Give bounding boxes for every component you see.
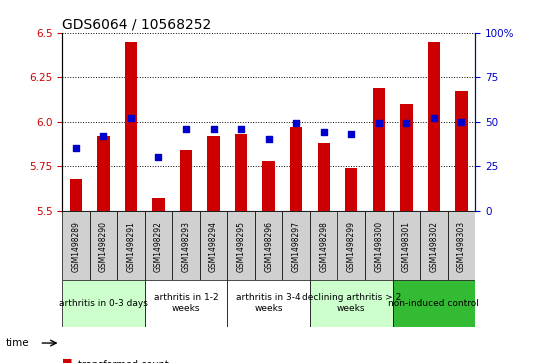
Bar <box>262 161 275 211</box>
Text: GSM1498302: GSM1498302 <box>429 221 438 272</box>
Bar <box>172 211 200 280</box>
Point <box>292 121 300 126</box>
Text: GDS6064 / 10568252: GDS6064 / 10568252 <box>62 17 211 32</box>
Bar <box>235 134 247 211</box>
Bar <box>318 143 330 211</box>
Text: GSM1498290: GSM1498290 <box>99 221 108 272</box>
Bar <box>180 150 192 211</box>
Bar <box>62 211 90 280</box>
Text: GSM1498300: GSM1498300 <box>374 221 383 272</box>
Point <box>99 133 108 139</box>
Bar <box>125 41 137 211</box>
Text: GSM1498298: GSM1498298 <box>319 221 328 272</box>
Bar <box>338 211 365 280</box>
Point <box>126 115 135 121</box>
Bar <box>90 211 117 280</box>
Bar <box>152 198 165 211</box>
Point <box>402 121 410 126</box>
Bar <box>448 211 475 280</box>
Text: GSM1498299: GSM1498299 <box>347 221 356 272</box>
Bar <box>310 211 338 280</box>
Bar <box>393 211 420 280</box>
Bar <box>420 211 448 280</box>
Text: GSM1498293: GSM1498293 <box>181 221 191 272</box>
Bar <box>62 280 145 327</box>
Bar <box>97 136 110 211</box>
Point <box>265 136 273 142</box>
Bar <box>207 136 220 211</box>
Text: transformed count: transformed count <box>78 360 169 363</box>
Text: arthritis in 3-4
weeks: arthritis in 3-4 weeks <box>237 293 301 313</box>
Point <box>181 126 190 132</box>
Bar <box>117 211 145 280</box>
Text: GSM1498294: GSM1498294 <box>209 221 218 272</box>
Text: GSM1498301: GSM1498301 <box>402 221 411 272</box>
Bar <box>255 211 282 280</box>
Bar <box>227 280 310 327</box>
Bar <box>365 211 393 280</box>
Text: arthritis in 0-3 days: arthritis in 0-3 days <box>59 299 148 307</box>
Bar <box>290 127 302 211</box>
Point <box>457 119 465 125</box>
Text: GSM1498297: GSM1498297 <box>292 221 301 272</box>
Text: declining arthritis > 2
weeks: declining arthritis > 2 weeks <box>302 293 401 313</box>
Bar <box>393 280 475 327</box>
Text: GSM1498295: GSM1498295 <box>237 221 246 272</box>
Point <box>374 121 383 126</box>
Bar <box>373 88 385 211</box>
Point <box>237 126 245 132</box>
Bar <box>455 91 468 211</box>
Text: time: time <box>5 338 29 348</box>
Text: GSM1498296: GSM1498296 <box>264 221 273 272</box>
Bar <box>310 280 393 327</box>
Bar <box>145 280 227 327</box>
Bar <box>227 211 255 280</box>
Text: ■: ■ <box>62 358 72 363</box>
Text: arthritis in 1-2
weeks: arthritis in 1-2 weeks <box>154 293 218 313</box>
Bar <box>428 41 440 211</box>
Bar <box>200 211 227 280</box>
Bar <box>145 211 172 280</box>
Point <box>154 154 163 160</box>
Point <box>429 115 438 121</box>
Point <box>71 145 80 151</box>
Bar <box>282 211 310 280</box>
Point <box>347 131 355 137</box>
Text: non-induced control: non-induced control <box>388 299 480 307</box>
Bar <box>400 104 413 211</box>
Point <box>319 129 328 135</box>
Bar <box>70 179 82 211</box>
Text: GSM1498303: GSM1498303 <box>457 221 466 272</box>
Point <box>210 126 218 132</box>
Text: GSM1498289: GSM1498289 <box>71 221 80 272</box>
Text: GSM1498291: GSM1498291 <box>126 221 136 272</box>
Bar <box>345 168 357 211</box>
Text: GSM1498292: GSM1498292 <box>154 221 163 272</box>
